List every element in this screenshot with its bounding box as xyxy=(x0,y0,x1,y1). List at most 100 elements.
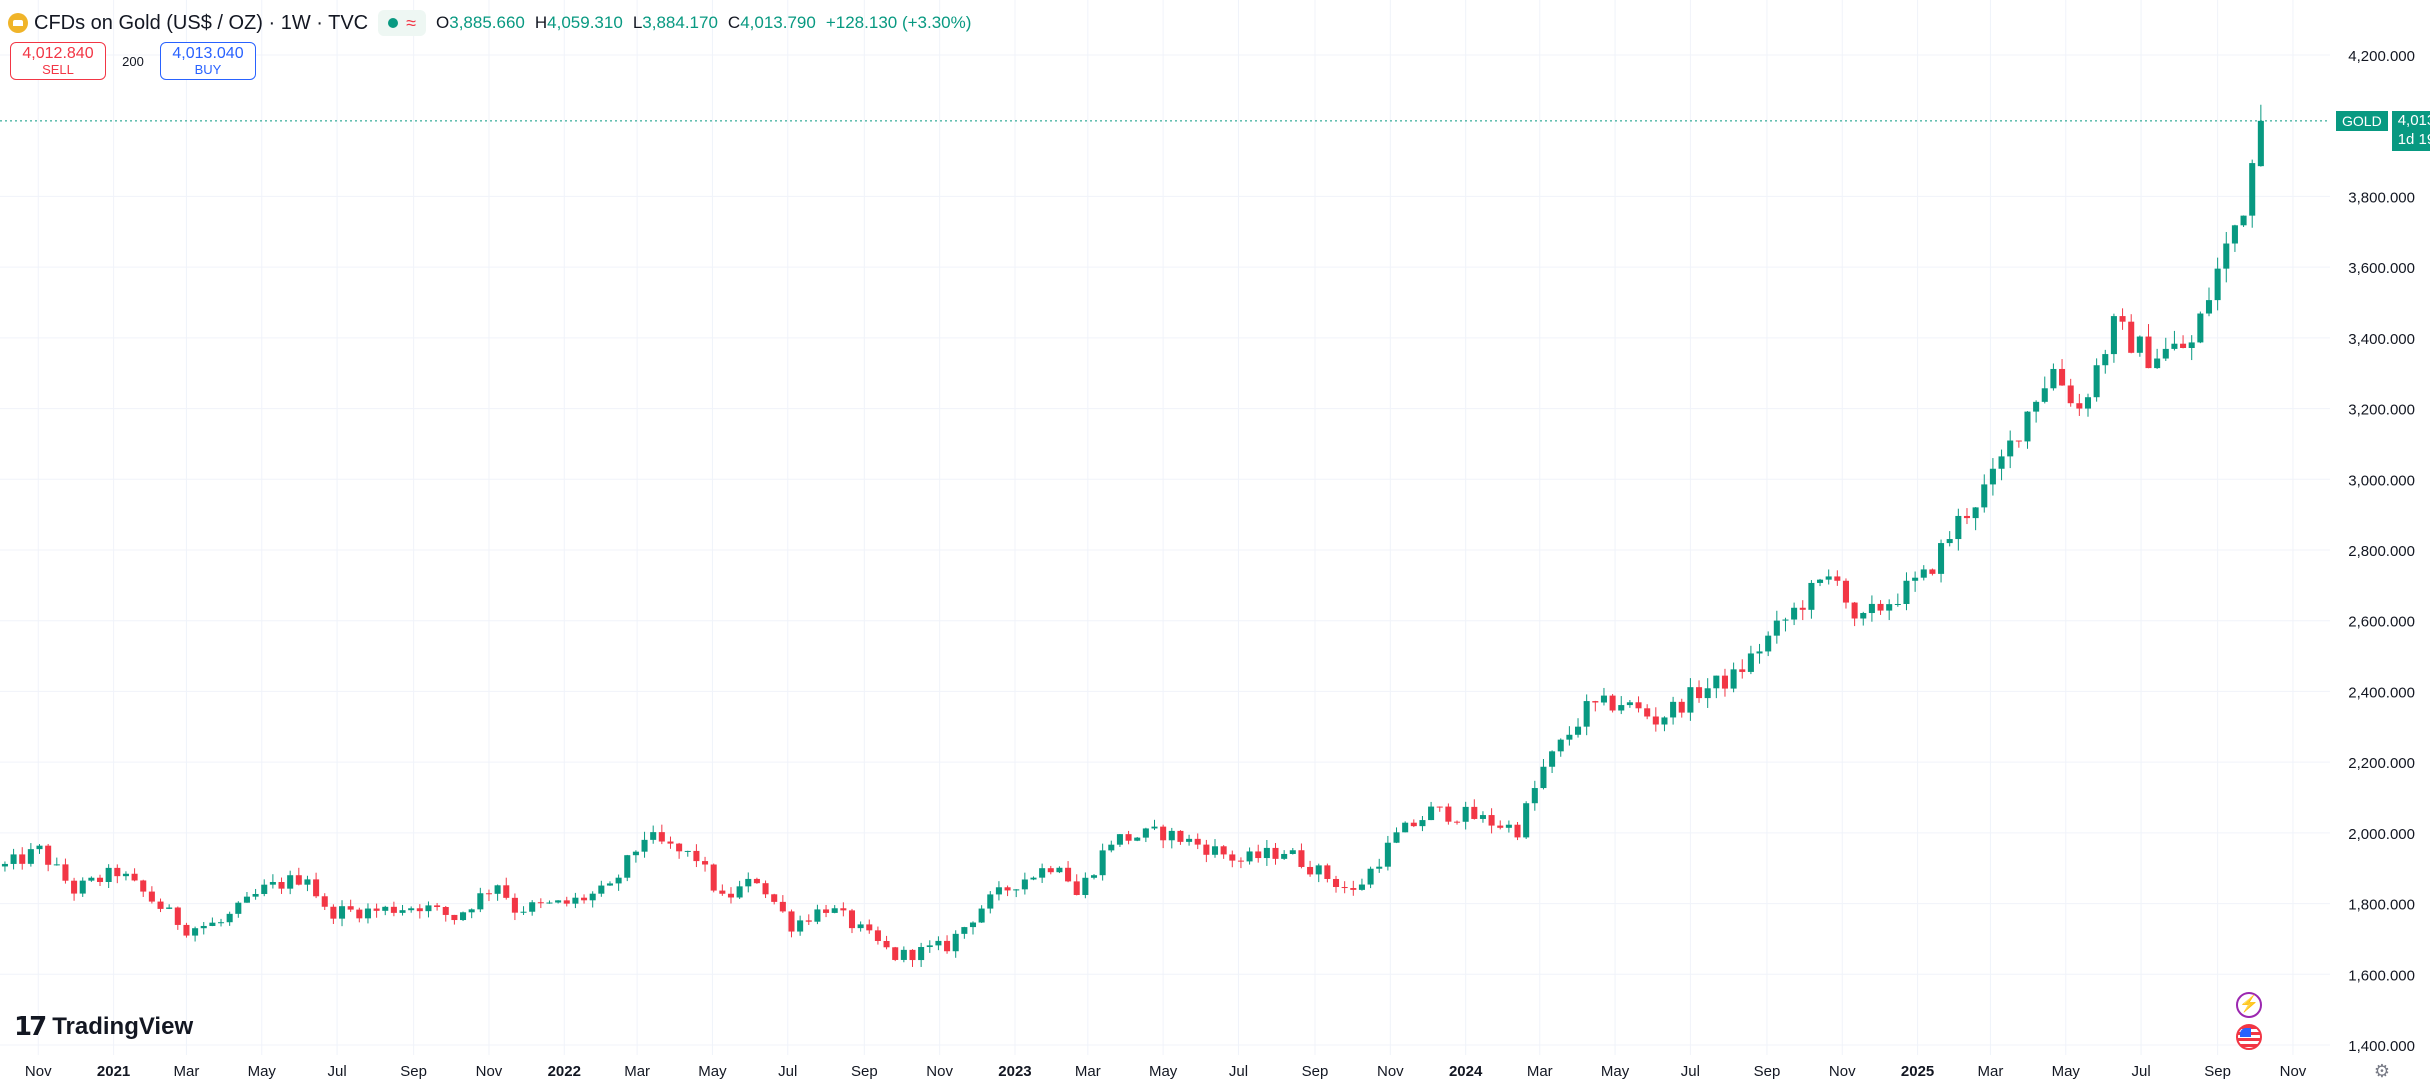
candle-body xyxy=(1955,515,1962,540)
x-tick-label: Sep xyxy=(1302,1063,1329,1080)
candle-body xyxy=(2110,316,2117,355)
candle-body xyxy=(1479,815,1486,819)
candle-body xyxy=(1713,675,1720,689)
candle-body xyxy=(261,884,268,894)
candle-body xyxy=(935,940,942,946)
candle-body xyxy=(2119,316,2126,322)
x-tick-label: Nov xyxy=(926,1063,953,1080)
settings-icon[interactable]: ⚙ xyxy=(2373,1061,2391,1081)
candle-body xyxy=(1315,865,1322,875)
y-tick-label: 1,800.000 xyxy=(2348,897,2415,914)
x-tick-label: Sep xyxy=(1754,1063,1781,1080)
candle-body xyxy=(183,924,190,936)
candle-body xyxy=(226,913,233,923)
ohlc-close-value: 4,013.790 xyxy=(740,13,816,32)
candle-body xyxy=(658,832,665,842)
candle-body xyxy=(408,908,415,911)
candle-body xyxy=(1220,846,1227,855)
buy-price: 4,013.040 xyxy=(172,45,244,62)
candle-body xyxy=(1670,701,1677,718)
candle-body xyxy=(511,897,518,913)
y-tick-label: 3,000.000 xyxy=(2348,472,2415,489)
candle-body xyxy=(710,864,717,891)
candle-body xyxy=(434,905,441,908)
candle-body xyxy=(1108,844,1115,851)
candle-body xyxy=(1246,851,1253,862)
candle-body xyxy=(1307,866,1314,875)
candle-body xyxy=(1523,803,1530,838)
candle-body xyxy=(840,908,847,911)
us-flag-icon[interactable] xyxy=(2236,1024,2262,1050)
candle-body xyxy=(1929,569,1936,574)
candle-body xyxy=(572,897,579,904)
candle-body xyxy=(148,891,155,902)
candle-body xyxy=(520,911,527,913)
candle-body xyxy=(1358,884,1365,890)
sell-label: SELL xyxy=(42,62,74,77)
y-tick-label: 2,600.000 xyxy=(2348,614,2415,631)
candle-body xyxy=(1134,837,1141,841)
buy-button[interactable]: 4,013.040 BUY xyxy=(160,42,256,80)
candle-body xyxy=(909,949,916,961)
candle-body xyxy=(823,909,830,913)
x-tick-label: 2024 xyxy=(1449,1063,1483,1080)
candle-body xyxy=(2059,368,2066,386)
candle-body xyxy=(131,873,138,881)
candle-body xyxy=(874,930,881,941)
candle-body xyxy=(347,906,354,910)
candle-body xyxy=(399,910,406,913)
candle-body xyxy=(995,887,1002,895)
candle-body xyxy=(200,925,207,929)
candle-body xyxy=(1082,877,1089,895)
candle-body xyxy=(1635,702,1642,709)
candle-body xyxy=(217,922,225,924)
candle-body xyxy=(1211,846,1219,855)
candle-body xyxy=(356,909,363,919)
candle-body xyxy=(987,894,994,909)
candle-body xyxy=(1877,603,1884,611)
candle-body xyxy=(468,909,475,913)
candle-body xyxy=(2041,388,2048,402)
candle-body xyxy=(1505,824,1512,828)
candle-body xyxy=(313,879,320,897)
candle-body xyxy=(2231,225,2238,244)
candle-body xyxy=(2128,321,2135,353)
candle-body xyxy=(1825,576,1832,580)
candles xyxy=(1,104,2264,967)
candle-body xyxy=(1281,853,1288,859)
market-status[interactable]: ≈ xyxy=(378,10,427,36)
x-tick-label: Nov xyxy=(1829,1063,1856,1080)
price-axis[interactable]: 1,400.000 1,600.000 1,800.000 2,000.000 2,20… xyxy=(2348,48,2415,1055)
x-tick-label: Mar xyxy=(1075,1063,1101,1080)
candle-body xyxy=(1047,868,1054,873)
candle-body xyxy=(978,908,985,923)
candle-body xyxy=(1142,828,1149,838)
symbol-title[interactable]: CFDs on Gold (US$ / OZ) · 1W · TVC xyxy=(34,11,369,34)
candle-body xyxy=(1730,669,1737,689)
y-tick-label: 1,600.000 xyxy=(2348,967,2415,984)
lightning-icon[interactable]: ⚡ xyxy=(2236,992,2262,1018)
candle-body xyxy=(140,880,147,892)
candle-body xyxy=(122,873,129,877)
candle-body xyxy=(364,908,371,919)
sell-button[interactable]: 4,012.840 SELL xyxy=(10,42,106,80)
candle-body xyxy=(304,879,311,885)
time-axis[interactable]: Nov 2021 Mar May Jul Sep Nov 2022 Mar May Jul Sep No… xyxy=(25,1063,2307,1080)
y-tick-label: 2,200.000 xyxy=(2348,755,2415,772)
candle-body xyxy=(546,902,553,904)
x-tick-label: Mar xyxy=(174,1063,200,1080)
candle-body xyxy=(71,880,78,894)
price-tag-countdown: 1d 19h xyxy=(2397,131,2430,148)
candle-body xyxy=(1678,701,1685,713)
candle-body xyxy=(192,928,199,936)
x-tick-label: Nov xyxy=(25,1063,52,1080)
tradingview-logo[interactable]: 17 TradingView xyxy=(14,1012,193,1042)
candle-body xyxy=(1972,507,1979,519)
candle-body xyxy=(2171,343,2178,349)
candle-body xyxy=(1557,739,1564,752)
candle-body xyxy=(1817,579,1824,583)
candle-body xyxy=(1367,868,1374,885)
candle-body xyxy=(1488,815,1495,826)
trade-buttons: 4,012.840 SELL 200 4,013.040 BUY xyxy=(10,42,256,80)
